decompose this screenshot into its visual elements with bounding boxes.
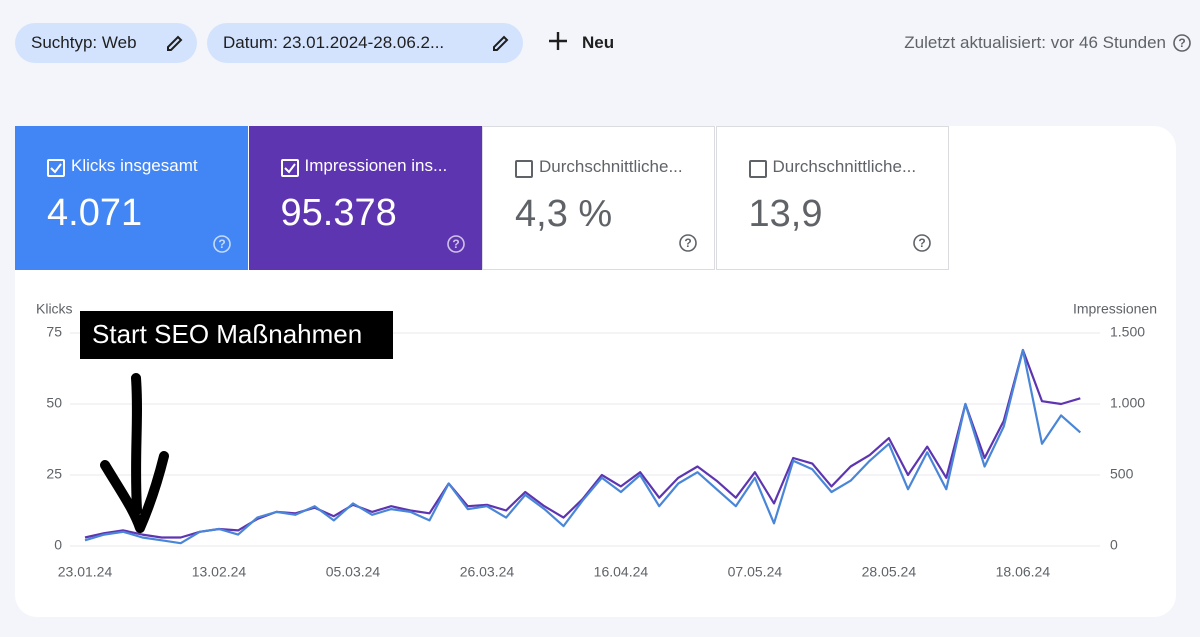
- edit-icon: [493, 35, 509, 51]
- edit-icon: [167, 35, 183, 51]
- y2-axis-label: Impressionen: [1073, 301, 1157, 317]
- help-icon[interactable]: ?: [912, 233, 932, 253]
- y2-tick-label: 1.500: [1110, 324, 1145, 340]
- last-updated: Zuletzt aktualisiert: vor 46 Stunden: [904, 33, 1166, 52]
- filter-chip[interactable]: Datum: 23.01.2024-28.06.2...: [207, 23, 523, 63]
- metric-label: Durchschnittliche...: [772, 157, 917, 176]
- new-button[interactable]: Neu: [548, 31, 614, 55]
- metric-value: 13,9: [748, 193, 823, 235]
- svg-text:?: ?: [684, 236, 691, 250]
- annotation-box: [80, 311, 393, 359]
- help-icon[interactable]: ?: [212, 234, 232, 254]
- annotation: Start SEO Maßnahmen: [92, 319, 362, 349]
- new-label: Neu: [582, 33, 615, 52]
- y-axis-label: Klicks: [36, 301, 73, 317]
- y-tick-label: 75: [46, 324, 62, 340]
- filter-label: Suchtyp: Web: [31, 33, 137, 52]
- y2-tick-label: 1.000: [1110, 395, 1145, 411]
- arrow: [100, 373, 169, 533]
- metric-label: Durchschnittliche...: [539, 157, 683, 176]
- metric-card[interactable]: Impressionen ins... 95.378?: [248, 126, 482, 270]
- svg-text:?: ?: [918, 236, 925, 250]
- y2-tick-label: 500: [1110, 466, 1134, 482]
- x-tick-label: 18.06.24: [996, 564, 1051, 580]
- x-tick-label: 13.02.24: [192, 564, 247, 580]
- metric-value: 4,3 %: [515, 193, 613, 235]
- filter-chip[interactable]: Suchtyp: Web: [15, 23, 197, 63]
- y-tick-label: 50: [46, 395, 62, 411]
- svg-text:?: ?: [452, 237, 459, 251]
- x-tick-label: 05.03.24: [326, 564, 381, 580]
- series-line: [84, 348, 1082, 545]
- series-line: [84, 348, 1081, 539]
- x-tick-label: 28.05.24: [862, 564, 917, 580]
- x-tick-label: 07.05.24: [728, 564, 783, 580]
- metric-label: Klicks insgesamt: [71, 156, 198, 175]
- metric-card[interactable]: Durchschnittliche... 4,3 %?: [482, 126, 715, 270]
- filter-label: Datum: 23.01.2024-28.06.2...: [223, 33, 445, 52]
- checkbox: [280, 159, 299, 177]
- help-icon[interactable]: ?: [446, 234, 466, 254]
- x-tick-label: 16.04.24: [594, 564, 649, 580]
- checkbox: [748, 160, 767, 178]
- metric-value: 95.378: [280, 192, 397, 234]
- y-tick-label: 25: [46, 466, 62, 482]
- checkbox: [47, 159, 65, 177]
- y-tick-label: 0: [54, 537, 62, 553]
- metric-label: Impressionen ins...: [304, 156, 448, 175]
- x-tick-label: 23.01.24: [58, 564, 113, 580]
- svg-text:?: ?: [1178, 36, 1185, 50]
- metric-value: 4.071: [47, 192, 143, 234]
- x-tick-label: 26.03.24: [460, 564, 515, 580]
- help-icon[interactable]: ?: [1172, 33, 1192, 53]
- checkbox: [515, 160, 533, 178]
- metric-card[interactable]: Klicks insgesamt 4.071?: [15, 126, 248, 270]
- help-icon[interactable]: ?: [678, 233, 698, 253]
- plus-icon: [549, 32, 567, 50]
- metric-card[interactable]: Durchschnittliche... 13,9?: [715, 126, 949, 270]
- y2-tick-label: 0: [1110, 537, 1118, 553]
- svg-text:?: ?: [218, 237, 225, 251]
